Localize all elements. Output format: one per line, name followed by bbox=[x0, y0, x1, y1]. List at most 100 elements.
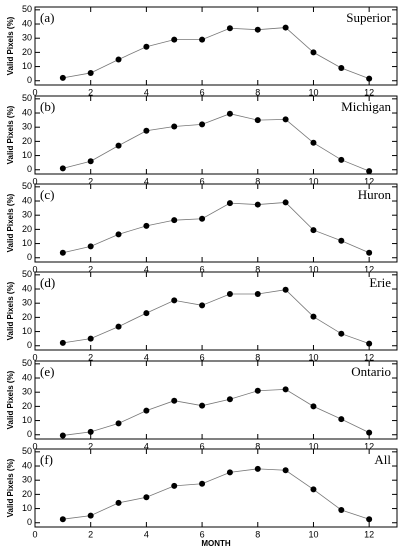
data-point bbox=[87, 335, 94, 342]
data-point bbox=[254, 201, 261, 208]
y-tick-label: 0 bbox=[27, 340, 32, 350]
y-tick-label: 50 bbox=[22, 269, 32, 279]
panel-label: (f) bbox=[40, 452, 53, 467]
y-tick-label: 50 bbox=[22, 181, 32, 191]
data-point bbox=[338, 156, 345, 163]
data-point bbox=[171, 123, 178, 130]
x-tick-label: 4 bbox=[144, 529, 149, 539]
y-tick-label: 0 bbox=[27, 517, 32, 527]
y-tick-label: 40 bbox=[22, 460, 32, 470]
x-tick-label: 6 bbox=[200, 352, 205, 362]
x-tick-label: 8 bbox=[255, 176, 260, 186]
x-tick-label: 2 bbox=[88, 529, 93, 539]
data-point bbox=[310, 49, 317, 56]
x-tick-label: 4 bbox=[144, 441, 149, 451]
y-tick-label: 10 bbox=[22, 61, 32, 71]
data-point bbox=[310, 313, 317, 320]
data-point bbox=[171, 36, 178, 43]
data-point bbox=[282, 24, 289, 31]
data-point bbox=[226, 290, 233, 297]
panel-annotation: Superior bbox=[346, 10, 391, 25]
panel-label: (b) bbox=[40, 99, 55, 114]
x-tick-label: 12 bbox=[364, 441, 374, 451]
panel-annotation: Michigan bbox=[341, 99, 391, 114]
y-tick-label: 20 bbox=[22, 489, 32, 499]
panel-label: (d) bbox=[40, 275, 55, 290]
data-point bbox=[59, 339, 66, 346]
data-point bbox=[115, 499, 122, 506]
x-tick-label: 6 bbox=[200, 264, 205, 274]
x-tick-label: 12 bbox=[364, 264, 374, 274]
x-tick-label: 12 bbox=[364, 529, 374, 539]
y-tick-label: 30 bbox=[22, 475, 32, 485]
plot-frame bbox=[34, 183, 398, 263]
data-point bbox=[338, 330, 345, 337]
y-tick-label: 20 bbox=[22, 136, 32, 146]
x-tick-label: 0 bbox=[32, 529, 37, 539]
data-point bbox=[310, 139, 317, 146]
data-point bbox=[115, 142, 122, 149]
x-tick-label: 6 bbox=[200, 529, 205, 539]
data-point bbox=[171, 482, 178, 489]
x-tick-label: 10 bbox=[308, 352, 318, 362]
data-point bbox=[143, 407, 150, 414]
data-line bbox=[62, 468, 370, 520]
data-point bbox=[282, 286, 289, 293]
y-tick-label: 30 bbox=[22, 298, 32, 308]
y-tick-label: 50 bbox=[22, 93, 32, 103]
y-tick-label: 10 bbox=[22, 326, 32, 336]
data-point bbox=[199, 215, 206, 222]
x-tick-label: 0 bbox=[32, 176, 37, 186]
data-line bbox=[62, 388, 370, 436]
data-point bbox=[226, 396, 233, 403]
x-tick-label: 10 bbox=[308, 87, 318, 97]
y-tick-label: 50 bbox=[22, 446, 32, 456]
panel-label: (c) bbox=[40, 187, 54, 202]
x-tick-label: 12 bbox=[364, 87, 374, 97]
x-tick-label: 0 bbox=[32, 264, 37, 274]
data-point bbox=[87, 243, 94, 250]
x-tick-label: 12 bbox=[364, 176, 374, 186]
y-tick-label: 10 bbox=[22, 415, 32, 425]
y-tick-label: 30 bbox=[22, 387, 32, 397]
data-point bbox=[226, 110, 233, 117]
data-point bbox=[87, 512, 94, 519]
data-line bbox=[62, 27, 370, 79]
data-point bbox=[59, 165, 66, 172]
y-tick-label: 40 bbox=[22, 18, 32, 28]
data-point bbox=[171, 297, 178, 304]
x-tick-label: 4 bbox=[144, 176, 149, 186]
y-axis-label: Valid Pixels (%) bbox=[6, 105, 15, 164]
data-point bbox=[87, 428, 94, 435]
x-tick-label: 10 bbox=[308, 264, 318, 274]
data-point bbox=[199, 302, 206, 309]
data-point bbox=[338, 64, 345, 71]
data-point bbox=[226, 25, 233, 32]
plot-frame bbox=[34, 6, 398, 86]
data-point bbox=[282, 467, 289, 474]
y-tick-label: 30 bbox=[22, 210, 32, 220]
data-point bbox=[143, 310, 150, 317]
x-tick-label: 8 bbox=[255, 352, 260, 362]
x-tick-label: 2 bbox=[88, 264, 93, 274]
data-point bbox=[310, 403, 317, 410]
y-tick-label: 50 bbox=[22, 358, 32, 368]
y-axis-label: Valid Pixels (%) bbox=[6, 370, 15, 429]
data-point bbox=[338, 237, 345, 244]
data-point bbox=[115, 420, 122, 427]
data-point bbox=[59, 74, 66, 81]
data-line bbox=[62, 289, 370, 344]
y-tick-label: 20 bbox=[22, 401, 32, 411]
x-tick-label: 2 bbox=[88, 352, 93, 362]
data-point bbox=[171, 217, 178, 224]
y-tick-label: 50 bbox=[22, 4, 32, 14]
x-tick-label: 8 bbox=[255, 87, 260, 97]
data-point bbox=[199, 402, 206, 409]
data-point bbox=[338, 416, 345, 423]
data-point bbox=[310, 486, 317, 493]
y-tick-label: 0 bbox=[27, 75, 32, 85]
data-point bbox=[282, 386, 289, 393]
data-point bbox=[254, 387, 261, 394]
x-tick-label: 10 bbox=[308, 529, 318, 539]
